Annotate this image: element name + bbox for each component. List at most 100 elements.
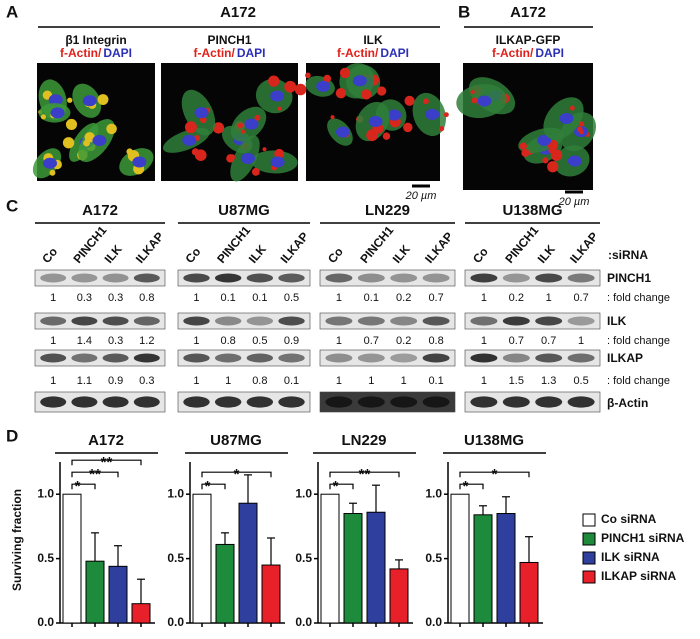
band xyxy=(567,396,595,408)
band xyxy=(357,353,385,363)
bar xyxy=(238,502,258,624)
marker-label: β1 Integrin xyxy=(65,33,126,47)
band xyxy=(246,353,274,363)
legend-label: Co siRNA xyxy=(601,512,657,526)
actin xyxy=(542,157,549,164)
band xyxy=(422,396,450,408)
fold-change: 1 xyxy=(193,292,199,304)
actin xyxy=(443,112,449,118)
actin xyxy=(62,137,75,149)
band xyxy=(535,316,563,326)
protein-label: PINCH1 xyxy=(607,271,651,285)
fold-change: 0.7 xyxy=(541,335,556,347)
band xyxy=(470,396,498,408)
band xyxy=(40,353,67,363)
fold-change: 0.5 xyxy=(573,375,588,387)
nucleus xyxy=(477,95,492,107)
bar xyxy=(62,493,82,624)
actin xyxy=(251,167,260,176)
actin xyxy=(262,147,267,152)
chart-title: U87MG xyxy=(210,432,262,449)
nucleus xyxy=(387,109,402,121)
lane-label: ILK xyxy=(246,242,269,266)
band xyxy=(357,316,385,326)
band xyxy=(325,396,353,408)
lane-label: Co xyxy=(39,245,60,266)
fold-change: 1.5 xyxy=(509,375,524,387)
nucleus xyxy=(182,134,197,146)
actin xyxy=(569,105,575,111)
fold-change: 0.7 xyxy=(509,335,524,347)
significance-label: ** xyxy=(89,466,101,483)
fold-change: 1 xyxy=(50,335,56,347)
lane-label: PINCH1 xyxy=(357,223,396,266)
actin xyxy=(339,67,351,79)
fold-change: 0.1 xyxy=(428,375,443,387)
panel-title: A172 xyxy=(220,4,256,21)
significance-bracket xyxy=(329,483,354,490)
actin xyxy=(237,122,244,129)
y-tick-label: 1.0 xyxy=(167,486,184,500)
dapi-label: DAPI xyxy=(103,46,132,60)
marker-label: ILKAP-GFP xyxy=(496,33,561,47)
actin xyxy=(376,86,387,96)
y-tick-label: 0.0 xyxy=(425,615,442,629)
significance-bracket xyxy=(71,471,119,478)
fold-label: : fold change xyxy=(607,292,670,304)
actin-label: f-Actin/ xyxy=(337,46,379,60)
fold-change: 0.1 xyxy=(284,375,299,387)
bar xyxy=(108,565,128,624)
blot xyxy=(319,349,456,367)
bar xyxy=(85,560,105,624)
stain-label: f-Actin/DAPI xyxy=(492,46,564,60)
lane-label: Co xyxy=(325,245,346,266)
nucleus xyxy=(50,107,65,119)
cell-line-title: A172 xyxy=(82,202,118,219)
blot xyxy=(177,391,311,413)
chart-title: U138MG xyxy=(464,432,524,449)
bar xyxy=(261,564,281,624)
band xyxy=(40,396,67,408)
blot xyxy=(319,312,456,330)
actin xyxy=(106,123,117,135)
band xyxy=(246,316,274,326)
fold-change: 0.7 xyxy=(364,335,379,347)
actin xyxy=(184,121,197,134)
panel-label: A xyxy=(6,2,18,21)
band xyxy=(567,273,595,283)
lane-label: ILKAP xyxy=(133,229,167,266)
micrograph xyxy=(294,63,449,181)
fold-change: 1.4 xyxy=(77,335,92,347)
band xyxy=(390,396,418,408)
fold-change: 0.9 xyxy=(284,335,299,347)
actin xyxy=(254,114,261,121)
band xyxy=(246,396,274,408)
actin xyxy=(268,75,280,87)
significance-bracket xyxy=(329,471,400,478)
nucleus xyxy=(82,95,97,107)
fold-change: 1 xyxy=(546,292,552,304)
nucleus xyxy=(567,155,582,167)
protein-label: ILKAP xyxy=(607,351,643,365)
lane-label: ILK xyxy=(102,242,125,266)
nucleus xyxy=(48,94,63,106)
y-tick-label: 1.0 xyxy=(425,486,442,500)
significance-bracket xyxy=(71,483,96,490)
band xyxy=(422,273,450,283)
blot xyxy=(34,269,166,287)
actin xyxy=(547,161,559,173)
band xyxy=(133,396,160,408)
actin xyxy=(67,97,73,103)
band xyxy=(357,396,385,408)
band xyxy=(390,316,418,326)
fold-label: : fold change xyxy=(607,335,670,347)
lane-label: ILK xyxy=(390,242,413,266)
band xyxy=(390,273,418,283)
band xyxy=(390,353,418,363)
lane-label: ILKAP xyxy=(567,229,601,266)
band xyxy=(422,316,450,326)
fold-change: 0.7 xyxy=(573,292,588,304)
nucleus xyxy=(270,90,285,102)
fold-change: 0.5 xyxy=(284,292,299,304)
nucleus xyxy=(368,115,383,127)
